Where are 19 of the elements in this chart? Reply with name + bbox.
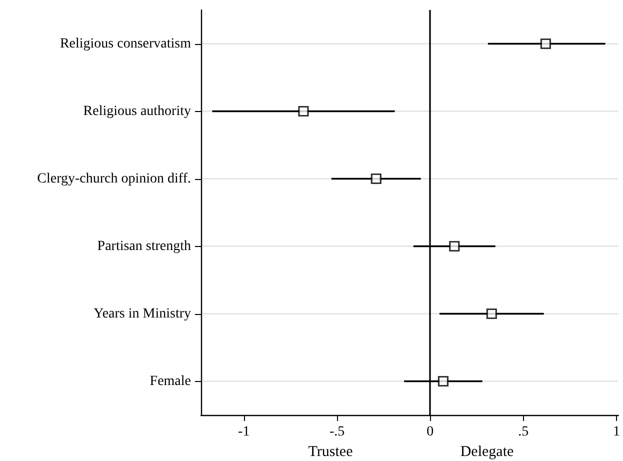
y-tick-label: Clergy-church opinion diff.: [37, 171, 191, 186]
point: [540, 38, 551, 50]
point: [438, 376, 449, 387]
x-tick-label: -.5: [329, 424, 345, 440]
y-tick-label: Years in Ministry: [94, 306, 191, 322]
text: Delegate: [460, 444, 514, 460]
y-tick-label: Religious authority: [83, 104, 191, 119]
x-tick-label: 1: [613, 424, 620, 440]
point: [298, 106, 309, 117]
x-tick-label: -1: [238, 424, 250, 440]
text: Trustee: [308, 444, 354, 460]
x-tick-label: .5: [518, 424, 529, 440]
point: [370, 173, 382, 184]
y-tick-label: Religious conservatism: [60, 36, 192, 52]
y-tick-label: Partisan strength: [97, 238, 191, 254]
y-tick-label: Female: [150, 374, 191, 389]
point: [449, 240, 460, 252]
point: [486, 308, 497, 320]
x-tick-label: 0: [426, 424, 434, 440]
